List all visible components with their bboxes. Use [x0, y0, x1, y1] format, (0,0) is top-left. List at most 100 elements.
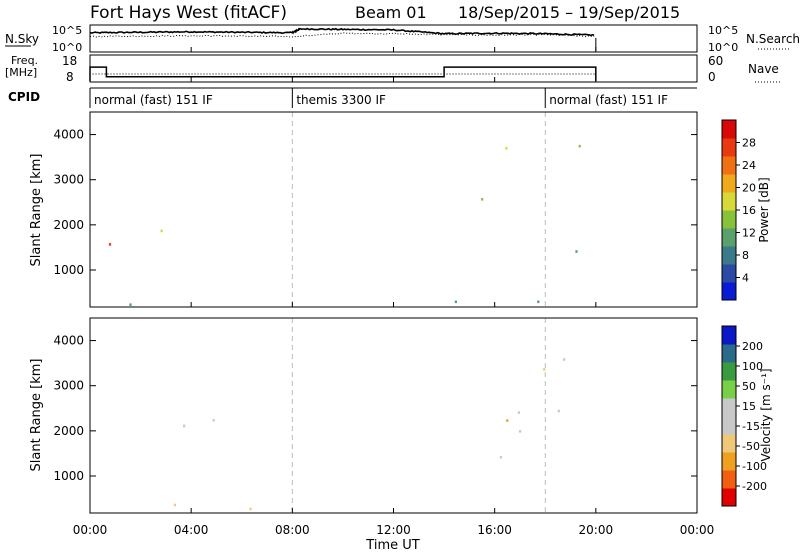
nsearch-tick-bottom: 10^0 — [708, 41, 738, 54]
power-colorbar-tick-label: 8 — [742, 249, 749, 262]
velocity-colorbar-swatch — [722, 380, 736, 399]
cpid-segment-label: normal (fast) 151 IF — [549, 93, 668, 107]
nave-label: Nave — [748, 62, 779, 76]
velocity-colorbar-tick-label: 100 — [742, 360, 763, 373]
power-colorbar-tick-label: 28 — [742, 137, 756, 150]
nsearch-label: N.Search — [746, 32, 800, 46]
scatter-cell — [129, 303, 132, 306]
velocity-colorbar-swatch — [722, 326, 736, 345]
nsearch-tick-top: 10^5 — [708, 24, 738, 37]
nave-tick-bottom: 0 — [708, 70, 716, 84]
cpid-segments: normal (fast) 151 IF themis 3300 IF normal… — [89, 88, 668, 108]
nsearch-line — [89, 32, 595, 38]
nsky-tick-top: 10^5 — [52, 24, 82, 37]
freq-label: Freq. — [11, 54, 38, 67]
velocity-panel: Slant Range [km] 1000 2000 3000 4000 -200 -1… — [29, 317, 773, 514]
freq-line — [89, 66, 597, 82]
beam-label: Beam 01 — [355, 3, 427, 22]
scatter-cell — [519, 430, 522, 433]
velocity-colorbar-tick-label: 50 — [742, 380, 756, 393]
velocity-colorbar-swatch — [722, 362, 736, 381]
y-tick-label: 1000 — [53, 263, 84, 277]
velocity-colorbar-tick-label: -50 — [742, 440, 760, 453]
scatter-cell — [517, 411, 520, 414]
x-tick-label: 16:00 — [477, 523, 512, 537]
power-colorbar-tick-label: 4 — [742, 272, 749, 285]
velocity-colorbar-tick-label: 200 — [742, 340, 763, 353]
power-colorbar-tick-label: 12 — [742, 227, 756, 240]
scatter-cell — [249, 507, 252, 511]
cpid-segment-label: normal (fast) 151 IF — [94, 93, 213, 107]
power-colorbar-swatch — [722, 138, 736, 157]
freq-units: [MHz] — [5, 66, 37, 79]
scatter-cell — [575, 250, 578, 253]
power-colorbar-swatch — [722, 120, 736, 139]
y-tick-label: 2000 — [53, 424, 84, 438]
power-scatter — [108, 112, 581, 307]
cpid-segment-label: themis 3300 IF — [296, 93, 386, 107]
scatter-cell — [481, 198, 484, 201]
velocity-yticks: 1000 2000 3000 4000 — [53, 334, 697, 483]
power-colorbar: 4 8 12 16 20 24 28 — [721, 119, 756, 301]
x-tick-label: 08:00 — [275, 523, 310, 537]
velocity-scatter — [173, 318, 566, 513]
freq-series — [89, 66, 597, 82]
y-tick-label: 1000 — [53, 469, 84, 483]
scatter-cell — [543, 368, 546, 371]
power-frame — [89, 111, 698, 308]
velocity-colorbar-tick-label: -100 — [742, 460, 767, 473]
power-ylabel: Slant Range [km] — [29, 154, 44, 267]
cpid-row: CPID normal (fast) 151 IF themis 3300 IF n… — [8, 87, 697, 108]
nsky-panel: N.Sky 10^5 10^0 10^5 10^0 N.Search — [5, 24, 800, 54]
velocity-colorbar-swatch — [722, 344, 736, 363]
x-tick-label: 20:00 — [579, 523, 614, 537]
velocity-colorbar-tick-label: -200 — [742, 480, 767, 493]
scatter-cell — [183, 424, 186, 428]
date-range: 18/Sep/2015 – 19/Sep/2015 — [458, 3, 680, 22]
power-colorbar-tick-label: 16 — [742, 204, 756, 217]
velocity-colorbar-tick-label: 15 — [742, 400, 756, 413]
scatter-cell — [506, 419, 509, 422]
nsky-series — [89, 27, 597, 51]
scatter-cell — [563, 358, 566, 361]
nave-tick-top: 60 — [708, 54, 723, 68]
power-colorbar-swatch — [722, 210, 736, 229]
velocity-colorbar-swatch — [722, 470, 736, 489]
velocity-colorbar-label: Velocity [m s⁻¹] — [759, 368, 773, 461]
scatter-cell — [173, 503, 176, 507]
velocity-colorbar-tick-label: -15 — [742, 420, 760, 433]
nsky-line — [89, 27, 595, 37]
velocity-colorbar-swatch — [722, 416, 736, 435]
x-axis-label: Time UT — [365, 538, 419, 553]
x-tick-label: 04:00 — [174, 523, 209, 537]
freq-tick-top: 18 — [62, 54, 77, 68]
nsky-label: N.Sky — [5, 32, 39, 46]
scatter-cell — [212, 419, 215, 422]
power-colorbar-tick-label: 24 — [742, 159, 756, 172]
velocity-colorbar-swatch — [722, 434, 736, 453]
power-colorbar-label: Power [dB] — [757, 177, 771, 242]
freq-panel: Freq. [MHz] 18 8 60 0 Nave — [5, 54, 780, 84]
power-colorbar-swatch — [722, 156, 736, 175]
velocity-colorbar-swatch — [722, 488, 736, 507]
scatter-cell — [454, 300, 457, 304]
nsky-tick-bottom: 10^0 — [52, 41, 82, 54]
power-colorbar-tick-label: 20 — [742, 182, 756, 195]
power-colorbar-swatch — [722, 246, 736, 265]
velocity-colorbar-swatch — [722, 398, 736, 417]
x-axis-ticks: 00:00 04:00 08:00 12:00 16:00 20:00 00:00 — [73, 47, 714, 537]
x-tick-label: 12:00 — [376, 523, 411, 537]
power-yticks: 1000 2000 3000 4000 — [53, 128, 697, 277]
velocity-colorbar-swatch — [722, 452, 736, 471]
y-tick-label: 3000 — [53, 379, 84, 393]
scatter-cell — [160, 229, 163, 233]
station-title: Fort Hays West (fitACF) — [90, 3, 287, 23]
freq-tick-bottom: 8 — [66, 70, 74, 84]
y-tick-label: 2000 — [53, 218, 84, 232]
velocity-ylabel: Slant Range [km] — [29, 359, 44, 472]
scatter-cell — [108, 243, 112, 246]
velocity-frame — [89, 317, 698, 514]
power-colorbar-swatch — [722, 264, 736, 283]
y-tick-label: 4000 — [53, 334, 84, 348]
